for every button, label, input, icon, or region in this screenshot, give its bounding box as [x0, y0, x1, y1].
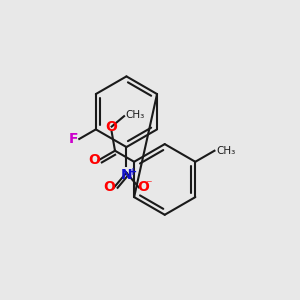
Text: O: O	[103, 180, 116, 194]
Text: O: O	[137, 180, 149, 194]
Text: CH₃: CH₃	[126, 110, 145, 120]
Text: CH₃: CH₃	[216, 146, 235, 156]
Text: F: F	[69, 132, 79, 146]
Text: ⁻: ⁻	[145, 178, 152, 191]
Text: N: N	[121, 168, 132, 182]
Text: +: +	[129, 167, 137, 177]
Text: O: O	[88, 153, 100, 167]
Text: O: O	[106, 120, 118, 134]
